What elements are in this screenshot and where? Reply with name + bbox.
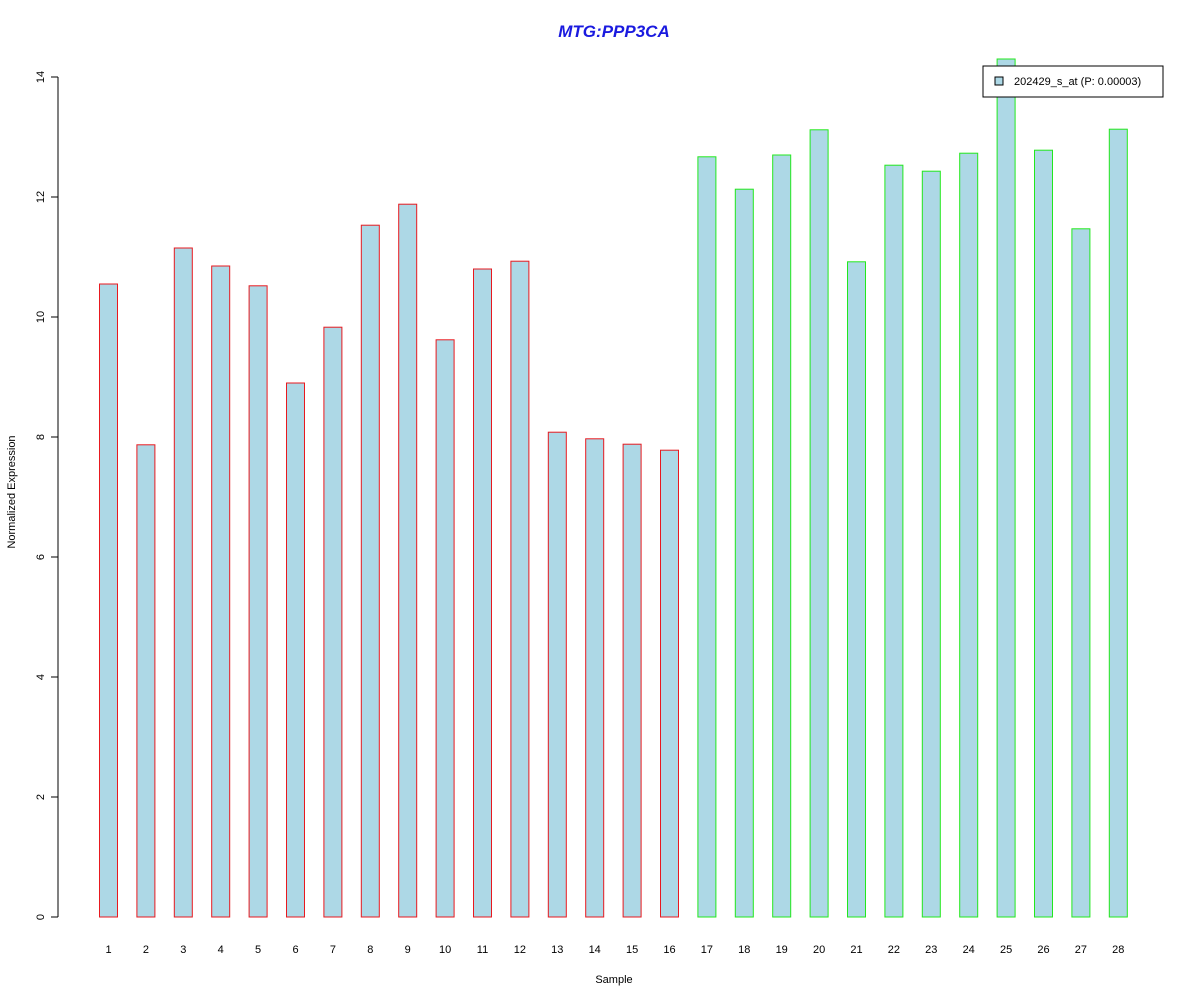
y-tick-label: 2 <box>35 794 47 800</box>
x-tick-label: 13 <box>551 944 563 956</box>
bar-sample-14 <box>585 438 605 918</box>
bar-sample-10 <box>435 339 455 918</box>
x-tick-label: 4 <box>218 944 224 956</box>
bar-sample-17 <box>697 156 717 918</box>
x-tick-labels: 1 2 3 4 5 6 7 8 9 10 11 12 13 14 15 16 17 18 19 20 21 22 23 24 2… <box>105 944 1124 956</box>
x-tick-label: 7 <box>330 944 336 956</box>
x-tick-label: 5 <box>255 944 261 956</box>
x-tick-label: 11 <box>477 944 488 956</box>
x-tick-label: 6 <box>292 944 298 956</box>
x-tick-label: 22 <box>888 944 900 956</box>
legend: 202429_s_at (P: 0.00003) <box>982 65 1164 98</box>
bar-sample-11 <box>473 268 492 918</box>
bar-sample-23 <box>921 170 941 918</box>
legend-box <box>982 65 1164 98</box>
bar-sample-6 <box>286 382 305 918</box>
x-tick-label: 16 <box>663 944 675 956</box>
bar-sample-20 <box>809 129 829 918</box>
bar-sample-16 <box>660 449 679 918</box>
y-tick-label: 0 <box>35 914 47 920</box>
bar-sample-9 <box>398 203 418 918</box>
x-tick-label: 9 <box>405 944 411 956</box>
x-axis-label: Sample <box>595 974 632 986</box>
x-tick-label: 2 <box>143 944 149 956</box>
x-tick-label: 1 <box>105 944 111 956</box>
bar-sample-5 <box>248 285 268 918</box>
x-tick-label: 21 <box>850 944 862 956</box>
x-tick-label: 20 <box>813 944 825 956</box>
bar-sample-25 <box>996 58 1016 918</box>
bar-sample-21 <box>847 261 866 918</box>
bars-group <box>99 58 1128 918</box>
y-axis: 0 2 4 6 8 10 12 14 <box>35 71 59 920</box>
x-tick-label: 27 <box>1075 944 1087 956</box>
x-tick-label: 3 <box>180 944 186 956</box>
y-tick-label: 12 <box>35 191 47 203</box>
y-tick-label: 10 <box>35 311 47 323</box>
bar-sample-13 <box>547 431 567 918</box>
y-axis-label: Normalized Expression <box>6 435 18 548</box>
bar-sample-1 <box>99 283 118 918</box>
x-tick-label: 25 <box>1000 944 1012 956</box>
x-tick-label: 28 <box>1112 944 1124 956</box>
x-tick-label: 23 <box>925 944 937 956</box>
bar-sample-22 <box>884 164 904 918</box>
bar-sample-7 <box>323 326 343 918</box>
bar-sample-12 <box>510 260 530 918</box>
legend-swatch <box>994 76 1004 86</box>
x-tick-label: 10 <box>439 944 451 956</box>
x-tick-label: 26 <box>1037 944 1049 956</box>
bar-sample-15 <box>622 443 642 918</box>
bar-sample-24 <box>959 152 979 918</box>
x-tick-label: 12 <box>514 944 526 956</box>
bar-sample-4 <box>211 265 231 918</box>
bar-sample-2 <box>136 444 156 918</box>
y-tick-label: 14 <box>35 71 47 83</box>
legend-label: 202429_s_at (P: 0.00003) <box>1014 76 1141 88</box>
bar-sample-3 <box>173 247 193 918</box>
bar-sample-19 <box>772 154 792 918</box>
x-tick-label: 14 <box>589 944 601 956</box>
x-tick-label: 24 <box>963 944 975 956</box>
bar-sample-26 <box>1034 149 1053 918</box>
bar-sample-8 <box>360 224 380 918</box>
bar-sample-28 <box>1108 128 1128 918</box>
y-tick-label: 6 <box>35 554 47 560</box>
chart-title: MTG:PPP3CA <box>558 22 669 41</box>
x-tick-label: 15 <box>626 944 638 956</box>
x-tick-label: 8 <box>367 944 373 956</box>
x-tick-label: 17 <box>701 944 713 956</box>
y-tick-label: 8 <box>35 434 47 440</box>
bar-sample-27 <box>1071 228 1091 918</box>
x-tick-label: 18 <box>738 944 750 956</box>
y-tick-label: 4 <box>35 674 47 680</box>
bar-sample-18 <box>734 188 754 918</box>
x-tick-label: 19 <box>776 944 788 956</box>
